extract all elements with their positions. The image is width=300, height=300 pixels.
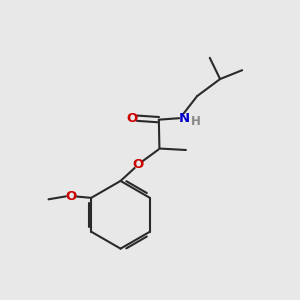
Text: N: N — [178, 112, 189, 125]
Text: O: O — [127, 112, 138, 125]
Text: H: H — [191, 115, 201, 128]
Text: O: O — [65, 190, 76, 203]
Text: O: O — [133, 158, 144, 171]
